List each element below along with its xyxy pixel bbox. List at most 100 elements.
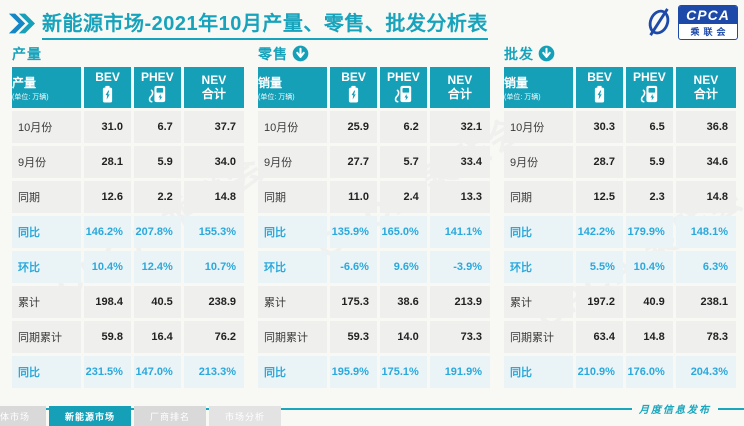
table-row: 环比 5.5% 10.4% 6.3% — [504, 251, 736, 283]
cell-bev: 135.9% — [330, 216, 377, 248]
header-cell-phev: PHEV — [133, 67, 181, 108]
header-cell-nev: NEV 合计 — [183, 67, 244, 108]
cell-nev: 191.9% — [429, 356, 490, 388]
cell-nev: 76.2 — [183, 321, 244, 353]
rule-line-right — [718, 407, 744, 410]
cpca-logo-text-cn: 乘联会 — [690, 27, 730, 37]
cell-bev: 59.8 — [84, 321, 131, 353]
row-label: 同期 — [12, 181, 82, 213]
footer-tab-3[interactable]: 厂商排名 — [134, 406, 207, 426]
row-label: 同比 — [12, 356, 82, 388]
cell-phev: 5.7 — [379, 146, 427, 178]
cell-bev: 197.2 — [576, 286, 623, 318]
header: 新能源市场-2021年10月产量、零售、批发分析表 — [8, 7, 488, 40]
cpca-emblem-icon — [648, 7, 670, 36]
cell-phev: 2.2 — [133, 181, 181, 213]
cell-phev: 14.0 — [379, 321, 427, 353]
cell-nev: 34.6 — [675, 146, 736, 178]
tables-area: 产量 产量 (单位: 万辆) BEV PHEV NEV 合计 10月份 31.0 6.7 37.7 9… — [12, 44, 736, 391]
cell-phev: 12.4% — [133, 251, 181, 283]
section-title: 零售 — [258, 45, 288, 62]
cell-bev: 28.1 — [84, 146, 131, 178]
header-cell-phev: PHEV — [379, 67, 427, 108]
cell-bev: 10.4% — [84, 251, 131, 283]
table-section-3: 批发 销量 (单位: 万辆) BEV PHEV NEV 合计 10月份 30.3 6.5 36.8 9… — [504, 44, 736, 391]
cell-phev: 38.6 — [379, 286, 427, 318]
row-label: 同期 — [504, 181, 574, 213]
double-chevron-icon — [8, 13, 35, 34]
cell-bev: 210.9% — [576, 356, 623, 388]
table-row: 同比 231.5% 147.0% 213.3% — [12, 356, 244, 388]
cell-bev: 195.9% — [330, 356, 377, 388]
cell-bev: 11.0 — [330, 181, 377, 213]
cell-nev: 238.9 — [183, 286, 244, 318]
footer-tab-2[interactable]: 新能源市场 — [49, 406, 132, 426]
cell-bev: 31.0 — [84, 111, 131, 143]
table-row: 同期 11.0 2.4 13.3 — [258, 181, 490, 213]
cell-nev: 141.1% — [429, 216, 490, 248]
table-row: 10月份 30.3 6.5 36.8 — [504, 111, 736, 143]
down-arrow-circle-icon — [538, 45, 555, 62]
footer-tabs: 体市场 新能源市场 厂商排名 市场分析 — [0, 406, 282, 426]
down-arrow-circle-icon — [292, 45, 309, 62]
header-cell-bev: BEV — [576, 67, 623, 108]
row-label: 10月份 — [258, 111, 328, 143]
table-row: 累计 175.3 38.6 213.9 — [258, 286, 490, 318]
cell-nev: 213.9 — [429, 286, 490, 318]
header-cell-label: 产量 (单位: 万辆) — [12, 67, 82, 108]
row-label: 同比 — [12, 216, 82, 248]
cell-bev: 142.2% — [576, 216, 623, 248]
row-label: 同比 — [504, 216, 574, 248]
table-row: 同比 146.2% 207.8% 155.3% — [12, 216, 244, 248]
charger-icon — [626, 84, 673, 104]
cell-phev: 14.8 — [625, 321, 673, 353]
table-row: 10月份 25.9 6.2 32.1 — [258, 111, 490, 143]
table-row: 同期累计 59.8 16.4 76.2 — [12, 321, 244, 353]
table-section-2: 零售 销量 (单位: 万辆) BEV PHEV NEV 合计 10月份 25.9 6.2 32.1 9… — [258, 44, 490, 391]
cell-phev: 5.9 — [133, 146, 181, 178]
battery-icon — [576, 84, 623, 104]
header-cell-phev: PHEV — [625, 67, 673, 108]
cell-nev: 36.8 — [675, 111, 736, 143]
cell-nev: 32.1 — [429, 111, 490, 143]
cell-bev: 30.3 — [576, 111, 623, 143]
section-header: 批发 — [504, 44, 736, 63]
data-table: 产量 (单位: 万辆) BEV PHEV NEV 合计 10月份 31.0 6.7 37.7 9月份… — [9, 64, 247, 391]
footer-tab-4[interactable]: 市场分析 — [209, 406, 282, 426]
cell-phev: 5.9 — [625, 146, 673, 178]
cell-nev: 73.3 — [429, 321, 490, 353]
footer-tab-1[interactable]: 体市场 — [0, 406, 47, 426]
row-label: 同期累计 — [258, 321, 328, 353]
cell-bev: 25.9 — [330, 111, 377, 143]
row-label: 同比 — [258, 356, 328, 388]
cell-phev: 9.6% — [379, 251, 427, 283]
table-row: 同期 12.6 2.2 14.8 — [12, 181, 244, 213]
header-cell-label: 销量 (单位: 万辆) — [504, 67, 574, 108]
table-row: 环比 10.4% 12.4% 10.7% — [12, 251, 244, 283]
publish-label: 月度信息发布 — [639, 405, 711, 416]
cell-nev: 155.3% — [183, 216, 244, 248]
cell-phev: 176.0% — [625, 356, 673, 388]
row-label: 累计 — [12, 286, 82, 318]
battery-icon — [84, 84, 131, 104]
cell-bev: 59.3 — [330, 321, 377, 353]
cell-bev: 5.5% — [576, 251, 623, 283]
cell-nev: 213.3% — [183, 356, 244, 388]
section-header: 零售 — [258, 44, 490, 63]
cell-bev: 63.4 — [576, 321, 623, 353]
cell-nev: 78.3 — [675, 321, 736, 353]
row-label: 环比 — [258, 251, 328, 283]
cell-nev: -3.9% — [429, 251, 490, 283]
cell-nev: 14.8 — [183, 181, 244, 213]
data-table: 销量 (单位: 万辆) BEV PHEV NEV 合计 10月份 30.3 6.5 36.8 9月份… — [501, 64, 739, 391]
cell-nev: 238.1 — [675, 286, 736, 318]
cell-bev: 146.2% — [84, 216, 131, 248]
charger-icon — [380, 84, 427, 104]
row-label: 累计 — [258, 286, 328, 318]
rule-line-left — [0, 407, 632, 410]
table-row: 9月份 27.7 5.7 33.4 — [258, 146, 490, 178]
cell-phev: 175.1% — [379, 356, 427, 388]
page-title: 新能源市场-2021年10月产量、零售、批发分析表 — [42, 7, 488, 40]
cell-nev: 34.0 — [183, 146, 244, 178]
cell-bev: 175.3 — [330, 286, 377, 318]
